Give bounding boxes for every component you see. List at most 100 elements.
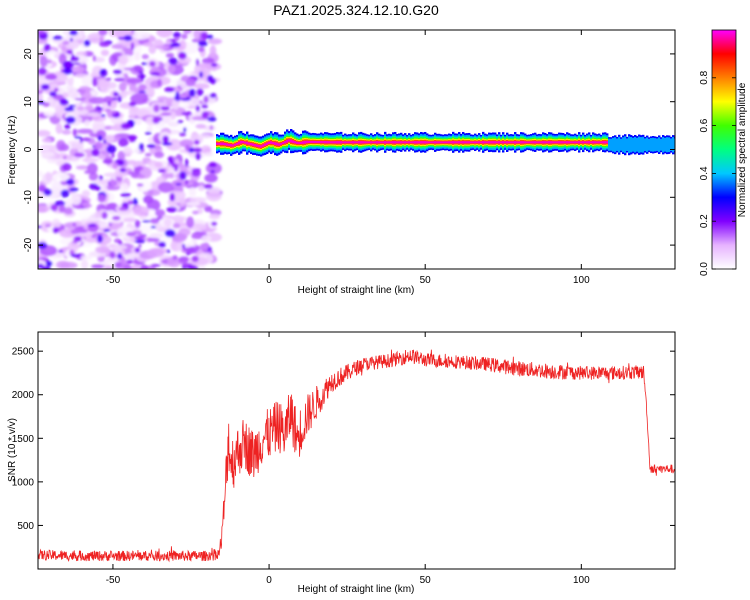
spectrogram-band-slice: [356, 141, 359, 144]
spectrogram-noise-spot: [60, 189, 70, 198]
spectrogram-noise-blob: [174, 215, 182, 220]
spectrogram-noise-blob: [93, 56, 105, 63]
spectrogram-band-slice: [546, 141, 549, 144]
spectrogram-band-slice: [612, 137, 615, 152]
spectrogram-band-slice: [238, 141, 241, 145]
spectrogram-band-slice: [636, 137, 639, 152]
spectrogram-band-slice: [276, 142, 279, 146]
spectrogram-noise-spot: [65, 116, 76, 124]
spectrogram-noise-blob: [149, 233, 164, 238]
colorbar-gradient: [712, 30, 736, 269]
spectrogram-noise-blob: [146, 126, 153, 132]
snr-x-label: Height of straight line (km): [298, 584, 415, 595]
spectrogram-noise-spot: [120, 122, 132, 130]
spectrogram-noise-spot: [138, 244, 142, 248]
snr-y-tick-label: 2000: [12, 390, 35, 401]
spectrogram-band-slice: [658, 137, 661, 153]
spectrogram-band-slice: [396, 141, 399, 144]
spectrogram-band-slice: [456, 141, 459, 144]
spectrogram-band-slice: [250, 142, 253, 146]
spectrogram-band-slice: [536, 141, 539, 144]
snr-y-tick-label: 1500: [12, 434, 35, 445]
spectrogram-x-tick-label: 0: [266, 275, 272, 286]
spectrogram-band-slice: [318, 141, 321, 144]
spectrogram-band-slice: [332, 141, 335, 144]
spectrogram-noise-blob: [94, 234, 112, 245]
spectrogram-noise-spot: [58, 249, 64, 253]
spectrogram-noise-spot: [92, 79, 98, 87]
spectrogram-noise-spot: [105, 78, 112, 81]
spectrogram-noise-spot: [178, 132, 187, 137]
spectrogram-noise-spot: [66, 49, 74, 55]
spectrogram-band-slice: [502, 141, 505, 144]
spectrogram-band-slice: [452, 141, 455, 144]
spectrogram-noise-spot: [201, 104, 209, 109]
spectrogram-noise-blob: [59, 143, 70, 152]
spectrogram-band-slice: [558, 141, 561, 144]
spectrogram-band-slice: [402, 141, 405, 144]
spectrogram-noise-spot: [113, 91, 119, 97]
spectrogram-noise-spot: [160, 106, 170, 111]
spectrogram-noise-spot: [132, 197, 138, 205]
figure-title: PAZ1.2025.324.12.10.G20: [273, 2, 439, 18]
spectrogram-noise-blob: [38, 130, 51, 137]
spectrogram-noise-spot: [169, 193, 175, 202]
spectrogram-band-slice: [392, 141, 395, 144]
spectrogram-noise-blob: [139, 180, 153, 192]
spectrogram-x-ticks: -50 0 50 100: [106, 30, 590, 286]
spectrogram-noise-blob: [76, 106, 85, 111]
spectrogram-noise-blob: [74, 66, 85, 74]
spectrogram-band-slice: [436, 141, 439, 144]
spectrogram-band-slice: [544, 141, 547, 144]
spectrogram-band-slice: [498, 141, 501, 144]
spectrogram-noise-spot: [127, 134, 138, 141]
spectrogram-band-slice: [518, 141, 521, 144]
spectrogram-band-slice: [538, 141, 541, 144]
spectrogram-noise-spot: [157, 79, 162, 87]
spectrogram-noise-blob: [134, 118, 142, 126]
spectrogram-noise-blob: [171, 99, 180, 110]
spectrogram-band-slice: [434, 141, 437, 144]
spectrogram-noise-blob: [45, 171, 52, 182]
spectrogram-noise-spot: [139, 233, 147, 237]
spectrogram-band-slice: [510, 141, 513, 144]
spectrogram-band-slice: [296, 141, 299, 145]
spectrogram-noise-blob: [198, 185, 205, 192]
spectrogram-noise-spot: [179, 94, 188, 99]
spectrogram-band-slice: [340, 141, 343, 144]
spectrogram-noise-spot: [157, 168, 166, 173]
spectrogram-noise-spot: [109, 251, 116, 259]
spectrogram-noise-spot: [109, 179, 117, 187]
spectrogram-noise-spot: [114, 77, 125, 82]
spectrogram-band-slice: [234, 143, 237, 146]
snr-y-tick-label: 2500: [12, 347, 35, 358]
spectrogram-noise-spot: [175, 183, 182, 186]
spectrogram-noise-spot: [71, 53, 75, 62]
spectrogram-noise-spot: [87, 223, 97, 227]
spectrogram-band-slice: [404, 141, 407, 144]
spectrogram-noise-blob: [59, 261, 78, 269]
spectrogram-band-slice: [290, 139, 293, 143]
spectrogram-band-slice: [344, 141, 347, 144]
spectrogram-noise-spot: [101, 69, 105, 74]
spectrogram-band-slice: [508, 141, 511, 144]
spectrogram-noise-spot: [142, 220, 151, 223]
spectrogram-noise-blob: [70, 142, 78, 150]
spectrogram-band-slice: [362, 141, 365, 144]
spectrogram-band-slice: [324, 140, 327, 144]
spectrogram-noise-blob: [191, 234, 203, 240]
spectrogram-noise-spot: [172, 255, 178, 260]
spectrogram-band-slice: [232, 144, 235, 147]
spectrogram-noise-spot: [136, 183, 144, 187]
spectrogram-y-tick-label: -10: [23, 190, 34, 205]
spectrogram-noise-spot: [151, 264, 161, 267]
spectrogram-x-label: Height of straight line (km): [298, 285, 415, 296]
spectrogram-noise-spot: [103, 228, 111, 233]
spectrogram-noise-blob: [203, 152, 214, 157]
spectrogram-noise-spot: [137, 174, 145, 179]
spectrogram-noise-spot: [101, 211, 108, 220]
spectrogram-noise-spot: [118, 206, 127, 211]
spectrogram-noise-spot: [195, 152, 202, 160]
spectrogram-noise-spot: [52, 227, 59, 234]
